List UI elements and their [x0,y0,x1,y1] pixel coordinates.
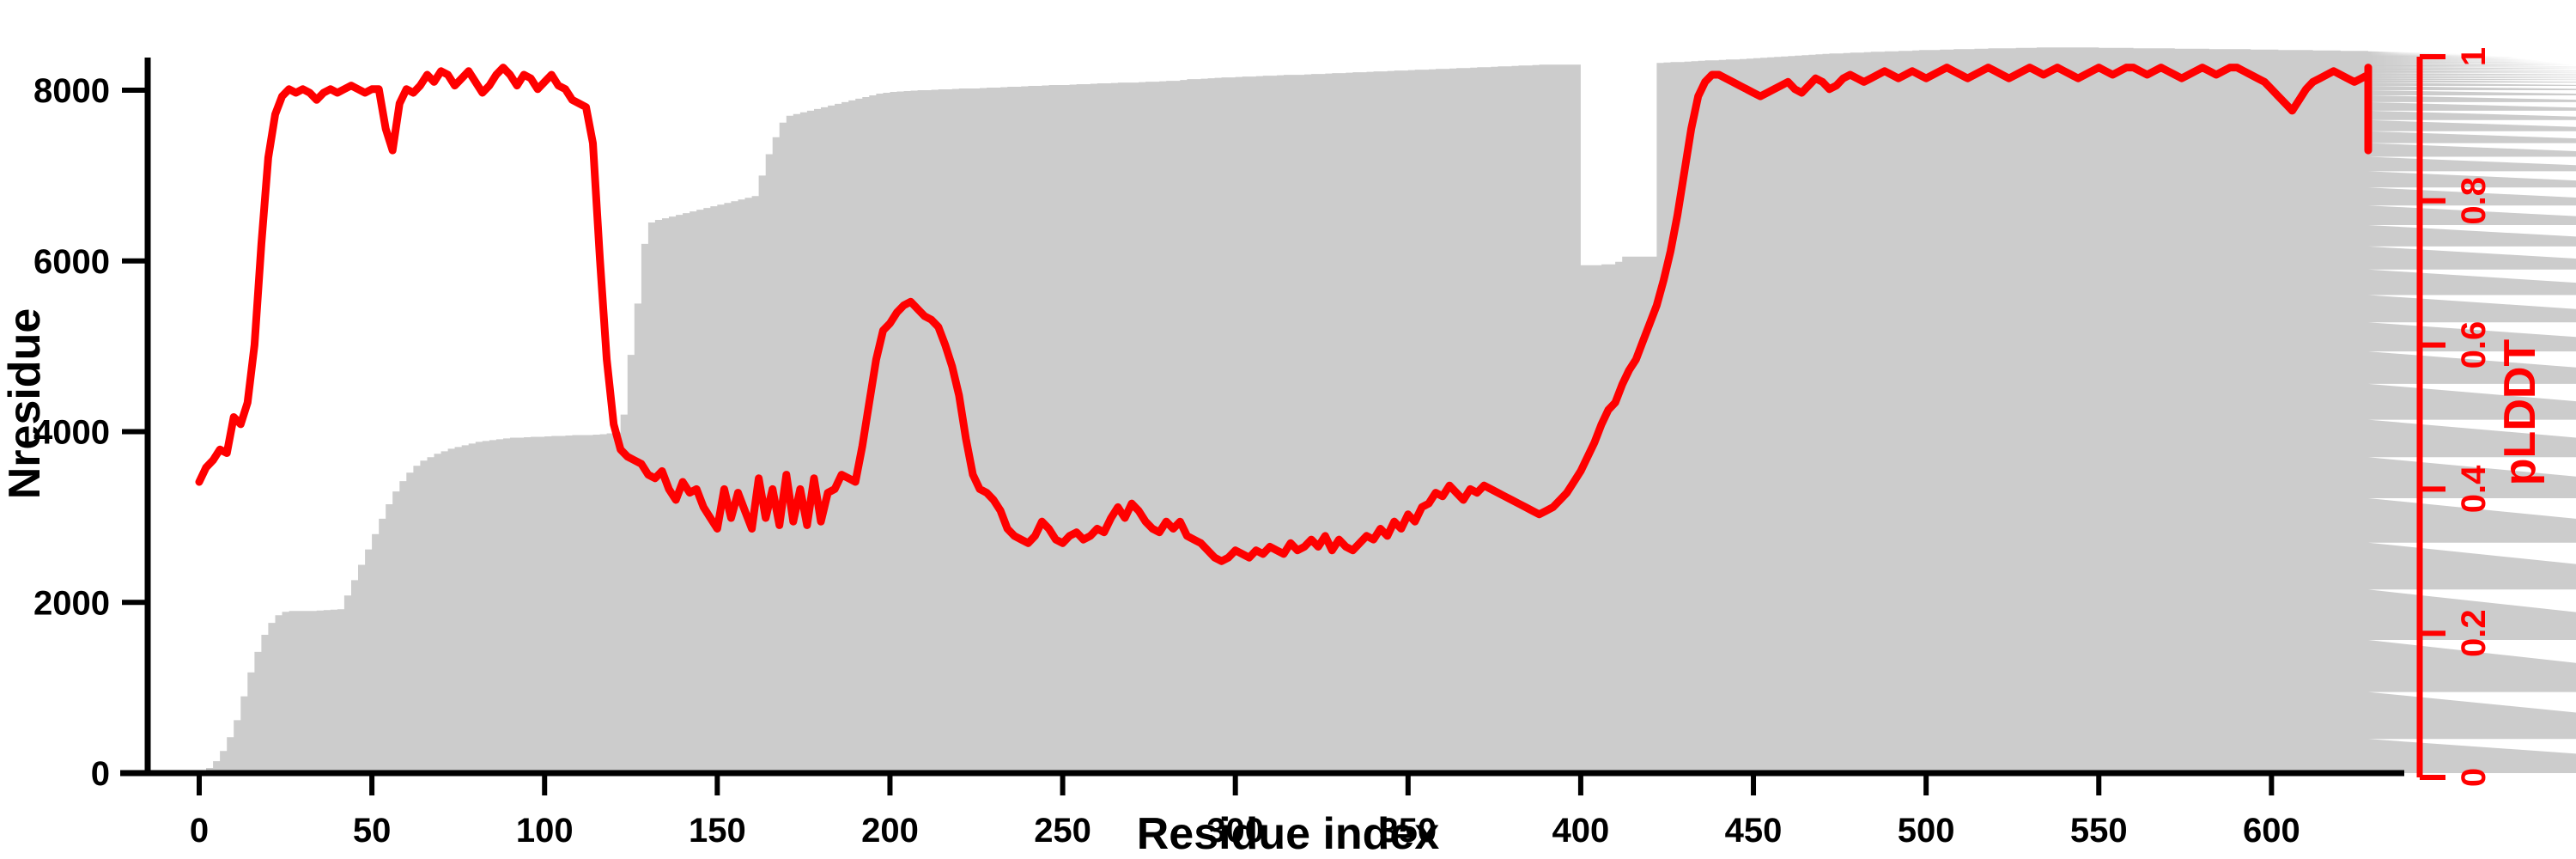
bottom-axis-tick-label: 500 [1898,812,1955,850]
y2-axis-title: pLDDT [2495,339,2545,486]
bottom-axis-tick-label: 600 [2243,812,2300,850]
bottom-axis-tick-label: 50 [353,812,392,850]
left-axis: 0 2000 4000 6000 8000 [33,58,151,793]
y-axis-title: Nresidue [0,308,50,500]
nresidue-area-series [199,47,2576,773]
bottom-axis-tick-label: 550 [2070,812,2128,850]
bottom-axis-tick-label: 100 [516,812,574,850]
left-axis-tick-label: 8000 [33,72,110,110]
bottom-axis-tick-label: 0 [190,812,209,850]
bottom-axis-tick-label: 450 [1725,812,1783,850]
plddt-line-series [195,64,2372,565]
bottom-axis-tick-label: 150 [689,812,746,850]
right-axis: 0 0.2 0.4 0.6 0.8 1 [2416,47,2493,787]
bottom-axis-tick-label: 400 [1552,812,1610,850]
left-axis-tick-label: 6000 [33,243,110,281]
right-axis-tick-label: 0.2 [2455,609,2493,657]
right-axis-tick-label: 0.8 [2455,177,2493,225]
x-axis-title: Residue index [1137,809,1440,859]
bottom-axis-tick-label: 200 [861,812,919,850]
bottom-axis: 0 50 100 150 200 250 300 350 400 450 500 550 600 [120,770,2404,850]
left-axis-tick-label: 4000 [33,414,110,452]
right-axis-tick-label: 1 [2455,47,2493,66]
left-axis-tick-label: 0 [91,755,110,793]
bottom-axis-tick-label: 300 [1206,812,1264,850]
left-axis-tick-label: 2000 [33,584,110,622]
bottom-axis-tick-label: 350 [1379,812,1437,850]
bottom-axis-tick-label: 250 [1034,812,1091,850]
right-axis-tick-label: 0 [2455,768,2493,787]
right-axis-tick-label: 0.6 [2455,321,2493,369]
right-axis-tick-label: 0.4 [2455,465,2493,513]
